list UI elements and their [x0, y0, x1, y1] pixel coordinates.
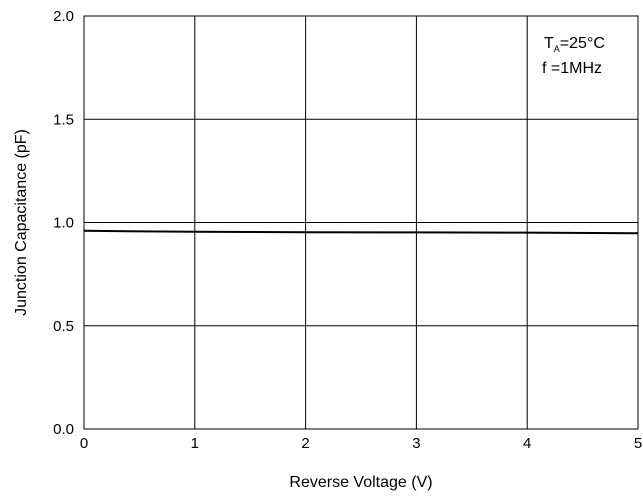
x-tick-label: 2 [301, 435, 309, 452]
x-tick-label: 3 [412, 435, 420, 452]
grid [84, 16, 638, 429]
x-tick-label: 5 [634, 435, 642, 452]
y-axis-label: Junction Capacitance (pF) [13, 129, 30, 316]
frequency-annotation: f =1MHz [542, 60, 602, 77]
x-tick-label: 0 [80, 435, 88, 452]
condition-annotation: TA=25°C f =1MHz [542, 35, 605, 77]
y-tick-label: 0.0 [53, 421, 74, 438]
series-layer [83, 229, 639, 235]
x-tick-label: 1 [191, 435, 199, 452]
annot-t-symbol: T [544, 35, 554, 52]
tick-labels: 0 1 2 3 4 5 0.0 0.5 1.0 1.5 2.0 [53, 8, 642, 452]
annot-temperature-value: =25°C [560, 35, 605, 52]
x-tick-label: 4 [523, 435, 531, 452]
y-tick-label: 2.0 [53, 8, 74, 25]
temperature-annotation: TA=25°C [544, 35, 605, 54]
annot-t-subscript: A [554, 44, 560, 54]
y-tick-label: 1.0 [53, 215, 74, 232]
capacitance-curve-0 [83, 229, 639, 235]
y-tick-label: 1.5 [53, 111, 74, 128]
y-tick-label: 0.5 [53, 318, 74, 335]
plot-frame [83, 15, 639, 430]
x-axis-label: Reverse Voltage (V) [289, 474, 432, 491]
